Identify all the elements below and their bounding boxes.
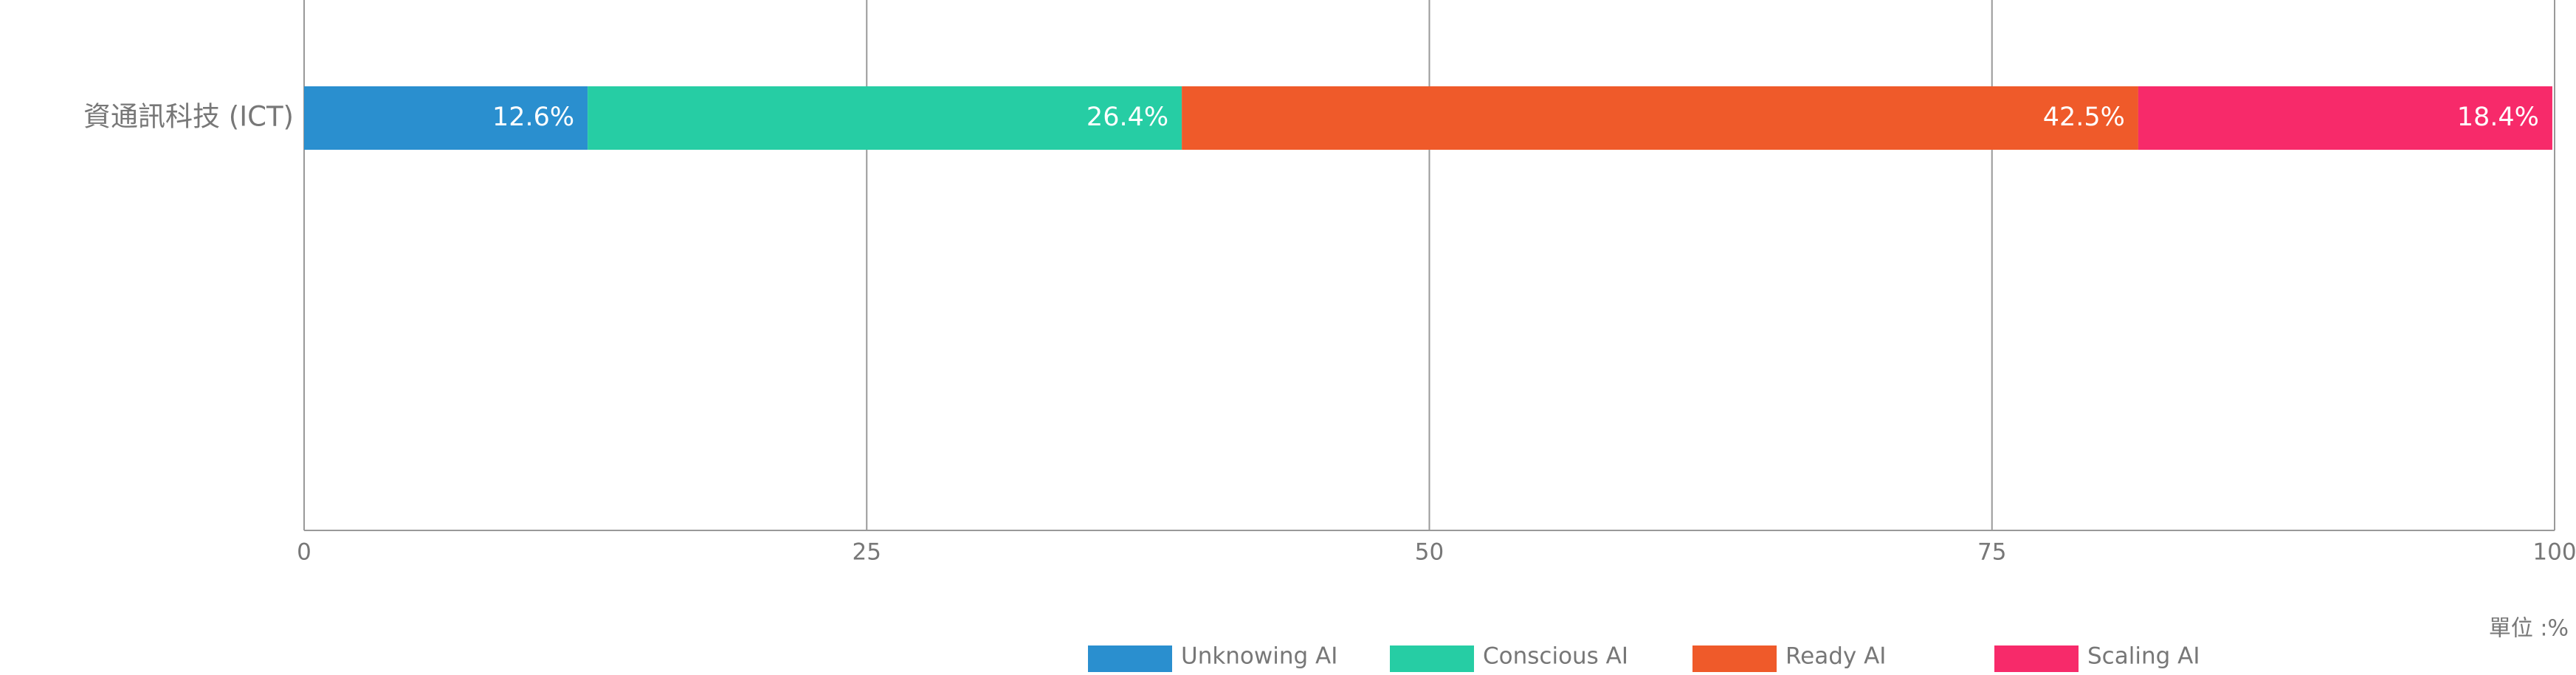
- bar-segment: [2138, 86, 2552, 150]
- bar-segment: [1182, 86, 2138, 150]
- legend-label: Scaling AI: [2087, 643, 2200, 670]
- bar-segment: [588, 86, 1182, 150]
- legend-label: Ready AI: [1785, 643, 1886, 670]
- bar-segment: [304, 86, 588, 150]
- x-tick-label: 0: [297, 539, 311, 566]
- x-tick-label: 75: [1977, 539, 2006, 566]
- unit-label: 單位 :%: [2489, 616, 2569, 642]
- legend-label: Conscious AI: [1483, 643, 1628, 670]
- x-tick-label: 100: [2532, 539, 2576, 566]
- x-tick-label: 50: [1415, 539, 1444, 566]
- legend-swatch: [1994, 645, 2079, 672]
- data-label: 26.4%: [1086, 103, 1168, 132]
- data-label: 42.5%: [2043, 103, 2125, 132]
- data-label: 18.4%: [2457, 103, 2539, 132]
- legend-swatch: [1088, 645, 1172, 672]
- legend-label: Unknowing AI: [1181, 643, 1337, 670]
- legend-swatch: [1692, 645, 1777, 672]
- y-tick-label: 資通訊科技 (ICT): [83, 101, 294, 133]
- data-label: 12.6%: [492, 103, 574, 132]
- legend-swatch: [1390, 645, 1474, 672]
- x-tick-label: 25: [853, 539, 881, 566]
